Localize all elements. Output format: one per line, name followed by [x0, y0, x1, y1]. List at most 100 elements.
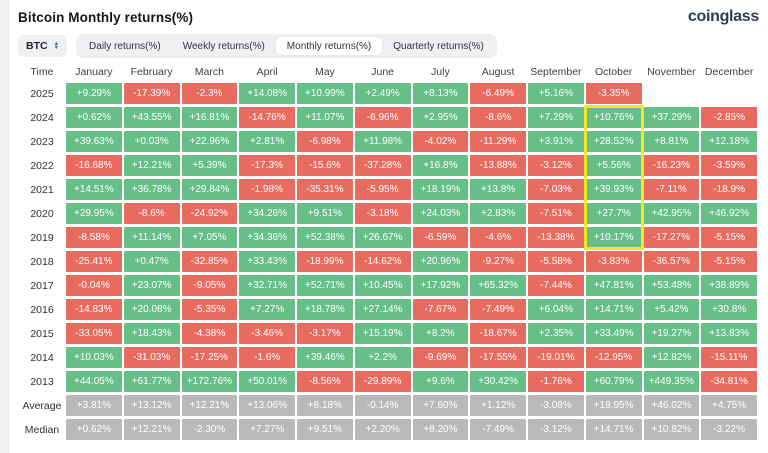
coin-selector-dropdown[interactable]: BTC ▲ ▼ [18, 35, 68, 57]
row-label-2018: 2018 [30, 255, 54, 268]
coin-selector-label: BTC [26, 40, 48, 52]
cell-median-january: +0.62% [66, 419, 122, 440]
cell-2016-december: +30.8% [701, 299, 757, 320]
cell-2021-august: +13.8% [470, 179, 526, 200]
cell-median-march: -2.30% [181, 419, 238, 440]
cell-2017-august: +65.32% [470, 275, 526, 296]
cell-median-july: +8.20% [412, 419, 469, 440]
cell-2015-april: -3.46% [239, 323, 295, 344]
returns-table: Time January February March April May June July… [18, 60, 759, 443]
column-header-may: May [314, 65, 335, 78]
cell-2024-march: +16.81% [181, 107, 238, 128]
row-2024: 2024 +0.62% +43.55% +16.81% -14.76% +11.07% -6… [20, 107, 757, 128]
cell-2018-june: -14.62% [354, 251, 411, 272]
tab-daily-returns[interactable]: Daily returns(%) [78, 37, 172, 55]
cell-2015-june: +15.19% [354, 323, 411, 344]
cell-2020-july: +24.03% [412, 203, 469, 224]
column-header-february: February [130, 65, 173, 78]
cell-2024-january: +0.62% [66, 107, 122, 128]
tab-weekly-returns[interactable]: Weekly returns(%) [172, 37, 276, 55]
cell-2018-february: +0.47% [123, 251, 180, 272]
cell-median-october: +14.71% [585, 419, 642, 440]
cell-2019-january: -8.58% [66, 227, 122, 248]
cell-median-april: +7.27% [239, 419, 295, 440]
cell-average-september: -3.08% [528, 395, 584, 416]
cell-average-january: +3.81% [66, 395, 122, 416]
row-2019: 2019 -8.58% +11.14% +7.05% +34.36% +52.38% +26… [20, 227, 757, 248]
cell-2015-august: -18.67% [470, 323, 526, 344]
cell-2015-december: +13.83% [701, 323, 757, 344]
cell-median-september: -3.12% [528, 419, 584, 440]
cell-average-june: -0.14% [354, 395, 411, 416]
cell-2021-july: +18.19% [412, 179, 469, 200]
cell-2015-february: +18.43% [123, 323, 180, 344]
cell-2015-may: -3.17% [297, 323, 353, 344]
column-header-january: January [75, 65, 113, 78]
cell-2014-march: -17.25% [181, 347, 238, 368]
row-2014: 2014 +10.03% -31.03% -17.25% -1.6% +39.46% +2.… [20, 347, 757, 368]
cell-2022-march: +5.39% [181, 155, 238, 176]
cell-2018-october: -3.83% [585, 251, 642, 272]
cell-2023-november: +8.81% [643, 131, 700, 152]
column-header-december: December [704, 65, 754, 78]
cell-2017-october: +47.81% [585, 275, 642, 296]
cell-2025-may: +10.99% [297, 83, 353, 104]
cell-2024-november: +37.29% [643, 107, 700, 128]
cell-2020-october: +27.7% [585, 203, 642, 224]
cell-2013-september: -1.76% [528, 371, 584, 392]
cell-2025-november [644, 83, 700, 104]
cell-average-october: +19.95% [585, 395, 642, 416]
cell-2023-july: -4.02% [412, 131, 469, 152]
row-label-average: Average [22, 399, 62, 412]
column-header-august: August [481, 65, 515, 78]
row-label-2025: 2025 [30, 87, 54, 100]
cell-2024-september: +7.29% [528, 107, 584, 128]
cell-2013-august: +30.42% [470, 371, 526, 392]
cell-2017-march: -9.05% [181, 275, 238, 296]
cell-2021-may: -35.31% [297, 179, 353, 200]
cell-average-february: +13.12% [123, 395, 180, 416]
cell-2016-august: -7.49% [470, 299, 526, 320]
row-2021: 2021 +14.51% +36.78% +29.84% -1.98% -35.31% -5… [20, 179, 757, 200]
cell-average-august: +1.12% [470, 395, 526, 416]
row-median: Median +0.62% +12.21% -2.30% +7.27% +9.51% +2.… [20, 419, 757, 440]
cell-2025-august: -6.49% [470, 83, 526, 104]
cell-2018-july: +20.96% [412, 251, 469, 272]
tab-quarterly-returns[interactable]: Quarterly returns(%) [382, 37, 495, 55]
cell-2015-october: +33.49% [585, 323, 642, 344]
cell-2021-january: +14.51% [66, 179, 122, 200]
tab-monthly-returns[interactable]: Monthly returns(%) [275, 37, 383, 55]
cell-2016-january: -14.83% [66, 299, 122, 320]
cell-2015-march: -4.38% [181, 323, 238, 344]
row-2017: 2017 -0.04% +23.07% -9.05% +32.71% +52.71% +10… [20, 275, 757, 296]
row-label-2019: 2019 [30, 231, 54, 244]
coinglass-logo[interactable]: coinglass [687, 8, 759, 25]
cell-2023-september: +3.91% [528, 131, 584, 152]
cell-2013-january: +44.05% [66, 371, 122, 392]
cell-2023-august: -11.29% [470, 131, 526, 152]
cell-2024-april: -14.76% [239, 107, 295, 128]
cell-2020-december: +46.92% [701, 203, 757, 224]
cell-median-november: +10.82% [643, 419, 700, 440]
cell-2023-october: +28.52% [585, 131, 642, 152]
cell-2014-april: -1.6% [239, 347, 295, 368]
cell-2023-april: +2.81% [239, 131, 295, 152]
cell-2018-november: -36.57% [643, 251, 700, 272]
column-header-september: September [530, 65, 582, 78]
cell-2018-may: -18.99% [297, 251, 353, 272]
cell-2020-may: +9.51% [297, 203, 353, 224]
column-header-october: October [594, 65, 633, 78]
chevron-up-down-icon: ▲ ▼ [53, 40, 60, 51]
cell-2025-june: +2.49% [354, 83, 411, 104]
cell-average-march: +12.21% [181, 395, 238, 416]
cell-2022-may: -15.6% [297, 155, 353, 176]
cell-2022-july: +16.8% [412, 155, 469, 176]
cell-2018-april: +33.43% [239, 251, 295, 272]
cell-2025-february: -17.39% [123, 83, 180, 104]
page-title: Bitcoin Monthly returns(%) [18, 9, 194, 25]
cell-2022-august: -13.88% [470, 155, 526, 176]
cell-2013-june: -29.89% [354, 371, 411, 392]
row-2022: 2022 -16.68% +12.21% +5.39% -17.3% -15.6% -37.… [20, 155, 757, 176]
row-label-2024: 2024 [30, 111, 54, 124]
row-label-median: Median [24, 423, 60, 436]
